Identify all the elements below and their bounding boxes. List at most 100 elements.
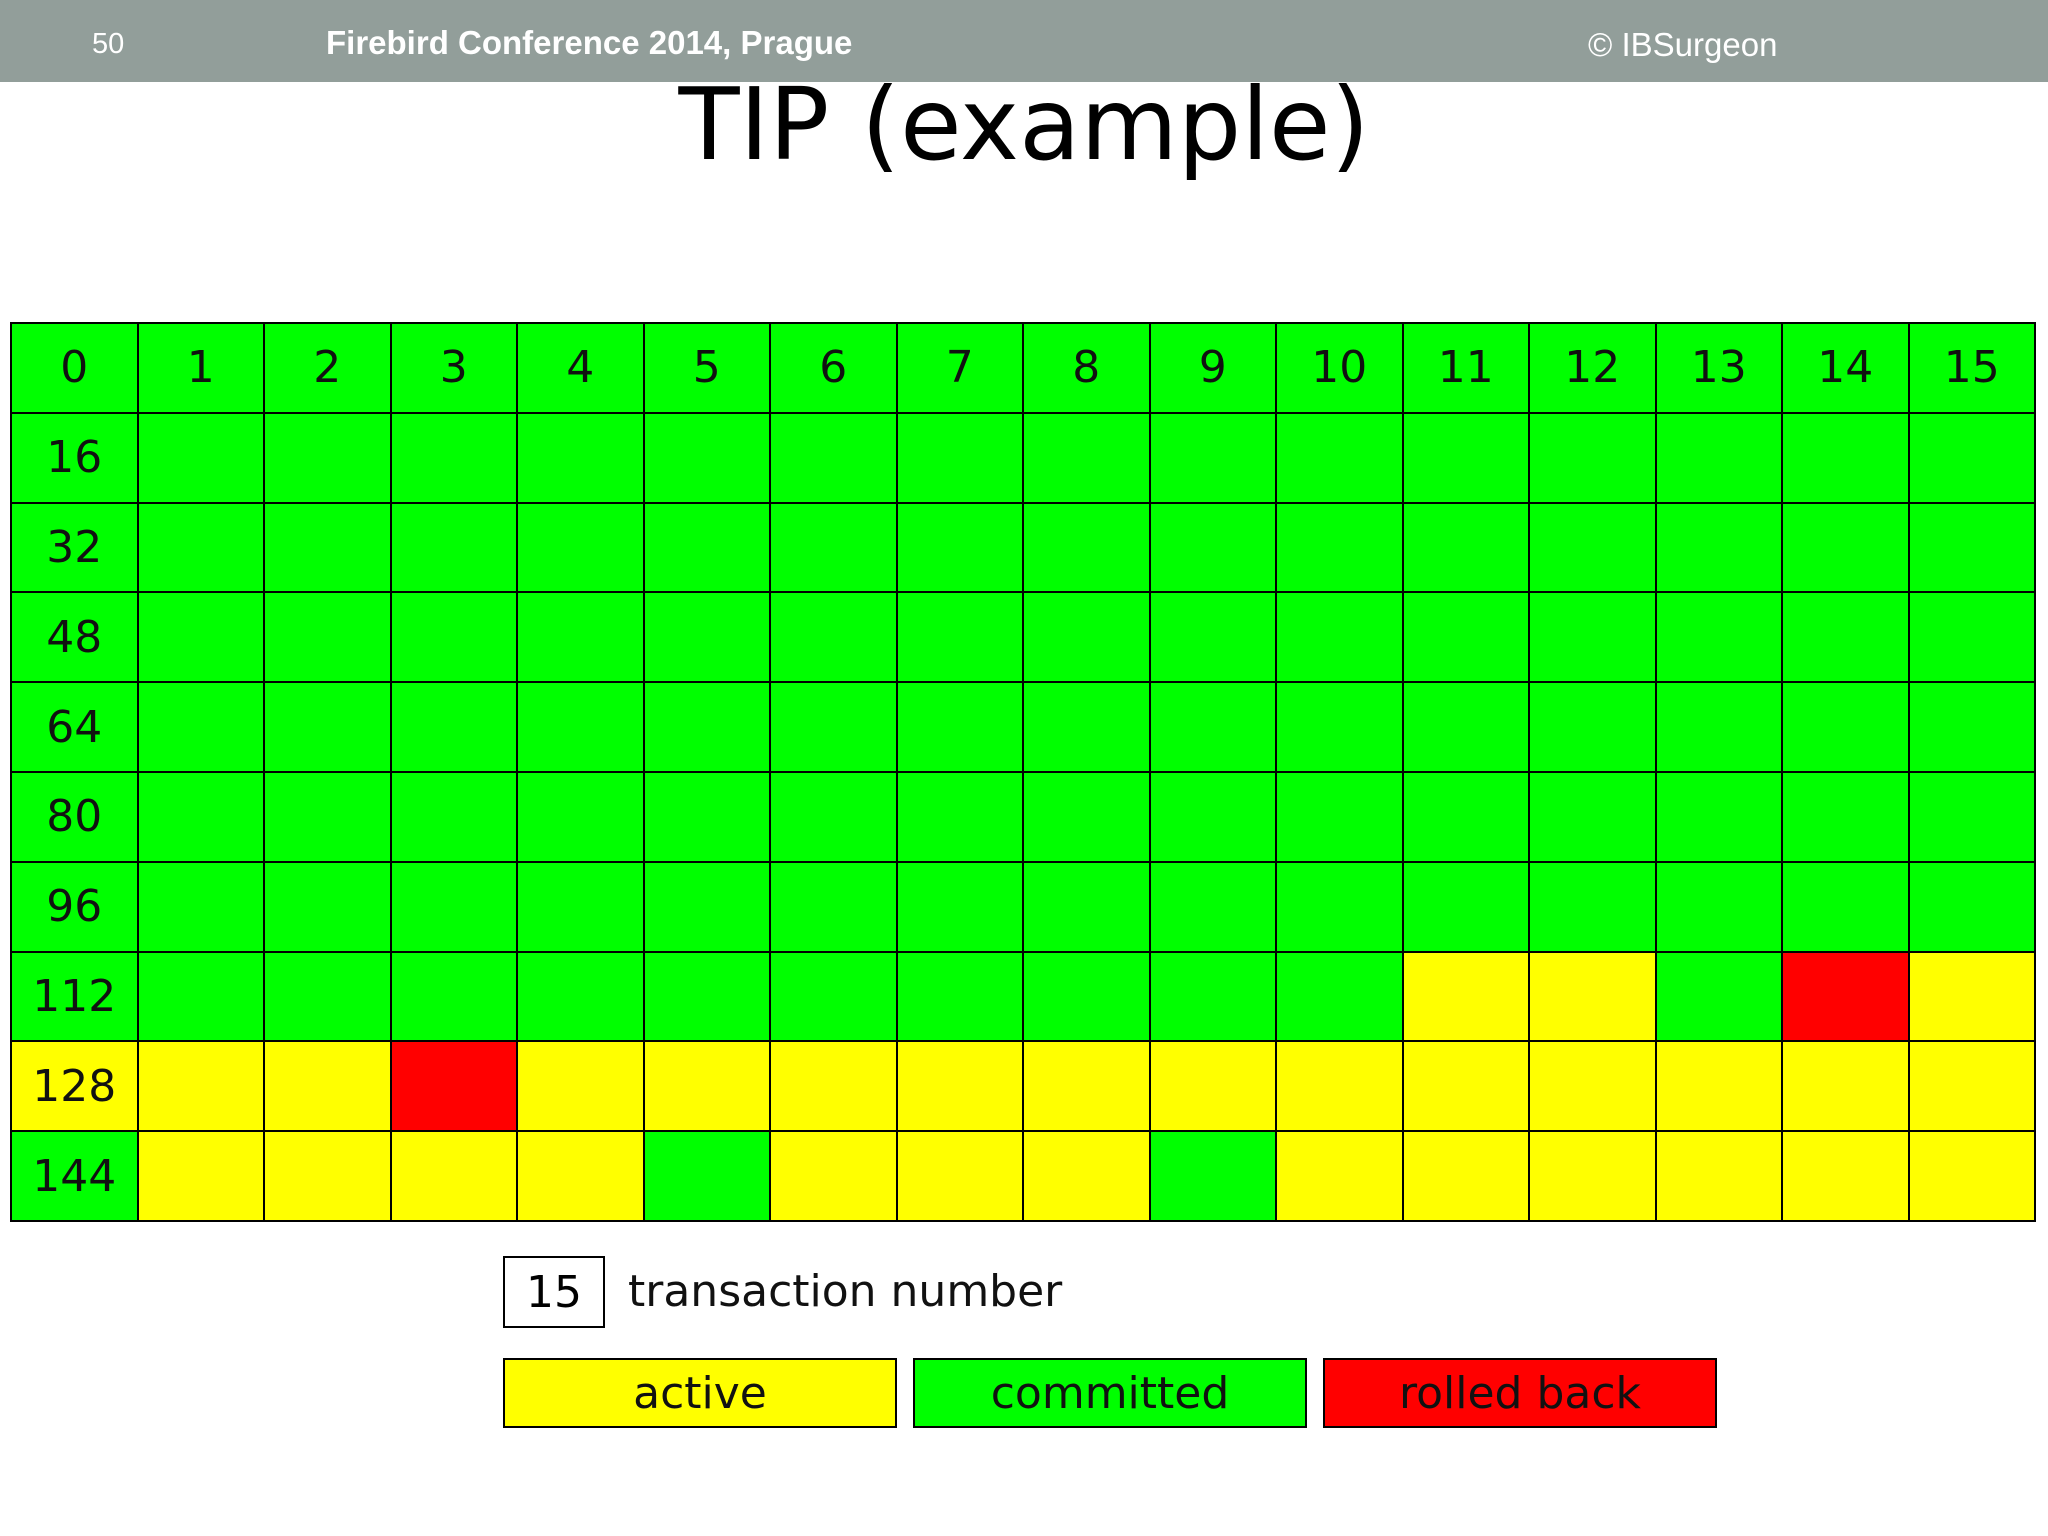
- transaction-cell: [644, 503, 771, 594]
- slide-title: TIP (example): [678, 66, 1370, 183]
- transaction-cell: [1783, 683, 1910, 773]
- slide-number: 50: [92, 28, 125, 60]
- transaction-cell: [391, 1042, 518, 1133]
- column-label-cell: 15: [1909, 324, 2036, 414]
- transaction-cell: [1403, 1042, 1530, 1133]
- transaction-cell: [1277, 1042, 1404, 1133]
- transaction-cell: [391, 593, 518, 684]
- transaction-cell: [1277, 683, 1404, 773]
- transaction-cell: [265, 503, 392, 594]
- transaction-cell: [644, 683, 771, 773]
- transaction-cell: [138, 1132, 265, 1222]
- transaction-cell: [1909, 1042, 2036, 1133]
- transaction-cell: [1150, 413, 1277, 504]
- transaction-cell: [1024, 773, 1151, 863]
- transaction-cell: [265, 1132, 392, 1222]
- transaction-cell: [518, 1042, 645, 1133]
- transaction-cell: [1150, 1132, 1277, 1222]
- transaction-cell: [771, 952, 898, 1043]
- transaction-cell: [1150, 952, 1277, 1043]
- transaction-cell: [1656, 862, 1783, 953]
- transaction-cell: [1909, 503, 2036, 594]
- transaction-cell: [771, 1132, 898, 1222]
- transaction-cell: [1024, 952, 1151, 1043]
- transaction-cell: [1656, 593, 1783, 684]
- transaction-cell: [897, 413, 1024, 504]
- transaction-cell: [1530, 952, 1657, 1043]
- transaction-cell: [1150, 503, 1277, 594]
- row-label-cell: 80: [12, 773, 139, 863]
- transaction-cell: [897, 593, 1024, 684]
- transaction-cell: [897, 503, 1024, 594]
- transaction-cell: [518, 1132, 645, 1222]
- tip-grid: 0 1 2 3 4 5 6 7 8 9 10 11 12 13 14 15 16 32 48 64 80 96 112 128…: [10, 322, 2036, 1222]
- transaction-cell: [138, 1042, 265, 1133]
- transaction-cell: [518, 862, 645, 953]
- transaction-cell: [1909, 593, 2036, 684]
- transaction-cell: [1909, 862, 2036, 953]
- transaction-cell: [897, 1042, 1024, 1133]
- transaction-cell: [1024, 593, 1151, 684]
- transaction-cell: [1909, 683, 2036, 773]
- transaction-cell: [897, 862, 1024, 953]
- transaction-cell: [1150, 773, 1277, 863]
- transaction-cell: [1909, 773, 2036, 863]
- transaction-cell: [1530, 862, 1657, 953]
- transaction-cell: [265, 1042, 392, 1133]
- transaction-cell: [771, 413, 898, 504]
- column-label-cell: 10: [1277, 324, 1404, 414]
- transaction-cell: [1024, 862, 1151, 953]
- transaction-cell: [644, 1042, 771, 1133]
- transaction-cell: [1783, 593, 1910, 684]
- column-label-cell: 7: [897, 324, 1024, 414]
- transaction-cell: [1783, 952, 1910, 1043]
- column-label-cell: 8: [1024, 324, 1151, 414]
- column-label-cell: 14: [1783, 324, 1910, 414]
- transaction-cell: [771, 503, 898, 594]
- transaction-cell: [265, 593, 392, 684]
- transaction-cell: [1656, 952, 1783, 1043]
- transaction-cell: [1783, 773, 1910, 863]
- column-label-cell: 9: [1150, 324, 1277, 414]
- transaction-cell: [391, 413, 518, 504]
- transaction-cell: [1909, 413, 2036, 504]
- row-label-cell: 144: [12, 1132, 139, 1222]
- transaction-cell: [265, 683, 392, 773]
- transaction-cell: [1403, 413, 1530, 504]
- transaction-cell: [1150, 1042, 1277, 1133]
- copyright-text: © IBSurgeon: [1588, 26, 1778, 63]
- transaction-cell: [1656, 1042, 1783, 1133]
- transaction-cell: [1277, 503, 1404, 594]
- transaction-cell: [644, 773, 771, 863]
- transaction-cell: [1530, 1042, 1657, 1133]
- transaction-cell: [644, 952, 771, 1043]
- transaction-cell: [897, 1132, 1024, 1222]
- transaction-cell: [771, 683, 898, 773]
- column-label-cell: 2: [265, 324, 392, 414]
- transaction-cell: [1783, 1042, 1910, 1133]
- transaction-cell: [138, 503, 265, 594]
- transaction-cell: [1403, 503, 1530, 594]
- legend-number-label: transaction number: [628, 1266, 1063, 1317]
- transaction-cell: [138, 773, 265, 863]
- transaction-cell: [518, 413, 645, 504]
- transaction-cell: [138, 683, 265, 773]
- row-label-cell: 0: [12, 324, 139, 414]
- transaction-cell: [265, 413, 392, 504]
- column-label-cell: 1: [138, 324, 265, 414]
- transaction-cell: [897, 952, 1024, 1043]
- transaction-cell: [1530, 413, 1657, 504]
- transaction-cell: [1277, 593, 1404, 684]
- transaction-cell: [1277, 952, 1404, 1043]
- transaction-cell: [1783, 413, 1910, 504]
- transaction-cell: [1150, 593, 1277, 684]
- legend-active: active: [503, 1358, 897, 1428]
- transaction-cell: [138, 862, 265, 953]
- transaction-cell: [1403, 952, 1530, 1043]
- transaction-cell: [1909, 952, 2036, 1043]
- transaction-cell: [138, 593, 265, 684]
- row-label-cell: 64: [12, 683, 139, 773]
- transaction-cell: [644, 1132, 771, 1222]
- column-label-cell: 12: [1530, 324, 1657, 414]
- transaction-cell: [391, 952, 518, 1043]
